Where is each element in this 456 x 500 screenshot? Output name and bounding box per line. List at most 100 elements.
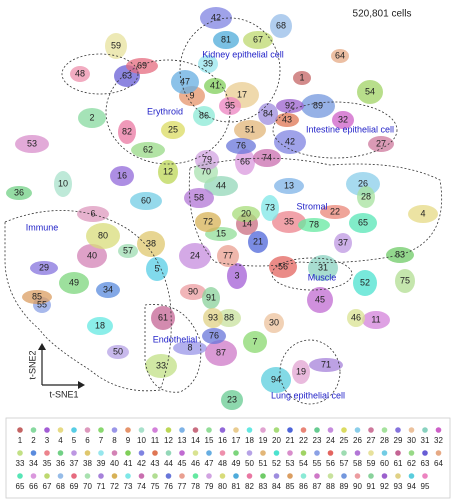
- cluster-label: 49: [69, 277, 79, 287]
- cluster-label: 13: [284, 180, 294, 190]
- legend-label: 26: [353, 436, 362, 445]
- cluster-label: 67: [253, 34, 263, 44]
- cluster-blob: [227, 263, 247, 289]
- cluster-label: 53: [27, 138, 37, 148]
- cluster-label: 70: [201, 166, 211, 176]
- legend-swatch: [422, 427, 428, 433]
- legend-swatch: [84, 450, 91, 456]
- cluster-label: 64: [335, 50, 345, 60]
- cluster-label: 58: [194, 192, 204, 202]
- cluster-blob: [232, 206, 260, 222]
- legend-frame: [5, 417, 451, 499]
- cluster-label: 3: [234, 270, 239, 280]
- legend-label: 8: [112, 436, 117, 445]
- legend-swatch: [354, 427, 361, 433]
- legend-swatch: [192, 427, 199, 433]
- cluster-blob: [264, 313, 284, 333]
- legend-label: 54: [299, 459, 308, 468]
- legend-label: 11: [151, 436, 160, 445]
- legend-label: 35: [43, 459, 52, 468]
- cluster-blob: [193, 106, 215, 126]
- cluster-blob: [331, 49, 349, 63]
- cluster-blob: [226, 138, 256, 154]
- legend-swatch: [395, 450, 401, 456]
- legend-swatch: [111, 450, 118, 456]
- label-layer: 1234567891011121314151617181920212223242…: [14, 12, 426, 404]
- cluster-label: 60: [141, 195, 151, 205]
- cluster-blob: [272, 211, 306, 233]
- cluster-label: 41: [210, 80, 220, 90]
- cluster-label: 33: [156, 360, 166, 370]
- legend-label: 38: [83, 459, 92, 468]
- legend-label: 65: [16, 482, 25, 491]
- legend-swatch: [44, 473, 50, 479]
- legend-label: 17: [232, 436, 241, 445]
- cluster-blob: [204, 78, 226, 94]
- legend-swatch: [179, 427, 185, 433]
- legend-label: 80: [218, 482, 227, 491]
- cluster-blob: [195, 150, 219, 170]
- legend-swatch: [98, 450, 104, 456]
- cluster-blob: [243, 331, 267, 353]
- region-label: Lung epithelial cell: [271, 390, 345, 400]
- cluster-blob: [118, 120, 136, 144]
- cluster-label: 31: [318, 262, 328, 272]
- cluster-label: 71: [321, 359, 331, 369]
- cluster-label: 12: [163, 166, 173, 176]
- cluster-blob: [118, 244, 138, 258]
- cluster-label: 25: [168, 124, 178, 134]
- legend-label: 31: [421, 436, 430, 445]
- legend-label: 46: [191, 459, 200, 468]
- legend-swatch: [152, 473, 158, 479]
- legend-swatch: [57, 473, 64, 479]
- legend-label: 29: [394, 436, 403, 445]
- legend-label: 89: [340, 482, 349, 491]
- cluster-blob: [269, 256, 297, 278]
- cluster-label: 89: [313, 100, 323, 110]
- legend-swatch: [57, 450, 64, 456]
- legend-swatch: [381, 473, 388, 479]
- legend-label: 69: [70, 482, 79, 491]
- cluster-label: 43: [282, 114, 292, 124]
- cluster-blob: [131, 142, 165, 158]
- cluster-blob: [357, 80, 383, 104]
- cluster-label: 59: [111, 40, 121, 50]
- cluster-blob: [217, 245, 239, 267]
- cluster-blob: [298, 218, 330, 232]
- legend-swatch: [287, 473, 293, 479]
- cluster-label: 48: [75, 68, 85, 78]
- legend-swatch: [395, 427, 401, 433]
- cluster-blob: [293, 71, 311, 85]
- cluster-blob: [203, 308, 223, 328]
- cluster-label: 76: [209, 330, 219, 340]
- cluster-label: 57: [123, 245, 133, 255]
- legend-swatch: [111, 473, 118, 479]
- cluster-label: 46: [351, 312, 361, 322]
- cluster-blob: [292, 360, 310, 384]
- legend-swatch: [260, 450, 266, 456]
- cluster-label: 69: [137, 60, 147, 70]
- legend-swatch: [408, 473, 415, 479]
- cluster-label: 2: [89, 112, 94, 122]
- cluster-label: 27: [376, 138, 386, 148]
- outline: [271, 257, 353, 291]
- region-label: Stromal: [296, 201, 327, 211]
- legend-swatch: [179, 450, 185, 456]
- cluster-label: 72: [203, 216, 213, 226]
- legend-label: 15: [205, 436, 214, 445]
- cluster-blob: [158, 160, 178, 184]
- cluster-label: 42: [211, 12, 221, 22]
- legend-label: 27: [367, 436, 376, 445]
- region-label: Endothelial: [153, 334, 198, 344]
- legend-label: 21: [286, 436, 295, 445]
- cluster-blob: [357, 186, 375, 208]
- cluster-label: 91: [206, 292, 216, 302]
- legend-label: 23: [313, 436, 322, 445]
- cluster-label: 81: [221, 34, 231, 44]
- legend-label: 86: [299, 482, 308, 491]
- legend-label: 83: [259, 482, 268, 491]
- legend-label: 61: [394, 459, 403, 468]
- cluster-blob: [78, 108, 106, 128]
- cluster-label: 87: [216, 347, 226, 357]
- cluster-blob: [217, 309, 241, 327]
